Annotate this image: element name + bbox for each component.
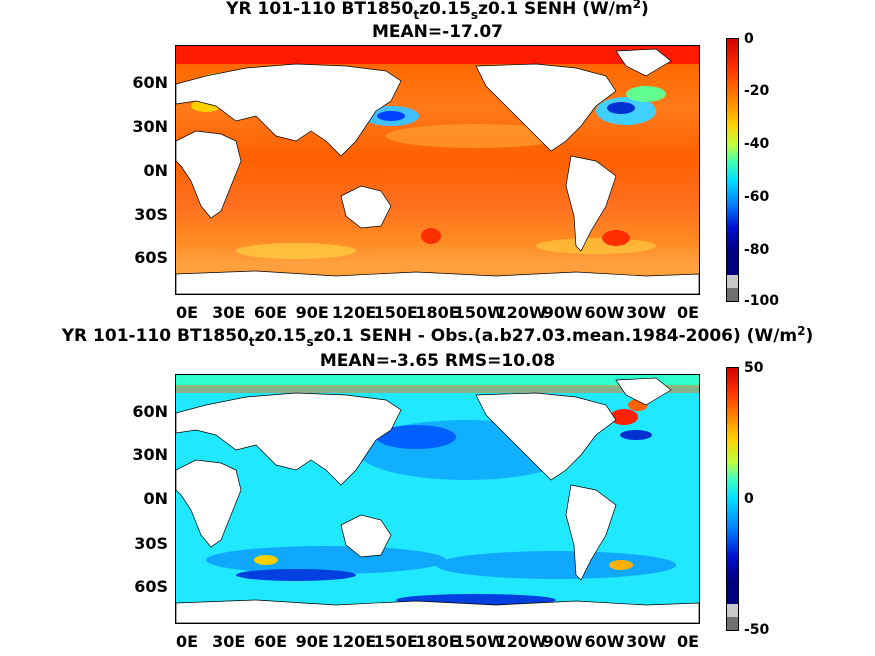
panel2-map xyxy=(175,374,700,624)
panel2-title: YR 101-110 BT1850tz0.15sz0.1 SENH - Obs.… xyxy=(0,321,875,352)
panel1-title-sub: s xyxy=(470,8,479,22)
panel1-lat-label: 60S xyxy=(134,248,168,267)
panel2-lat-label: 0N xyxy=(143,489,168,508)
panel2-lon-label: 30E xyxy=(212,632,246,651)
panel1-lon-label: 30E xyxy=(212,303,246,322)
panel2-colorbar-tick: -50 xyxy=(744,622,770,638)
panel2-colorbar-tick: 0 xyxy=(744,491,754,507)
panel1-colorbar-tick: -80 xyxy=(744,242,770,258)
panel2-lon-label: 180E xyxy=(415,632,460,651)
panel1-lon-label: 120E xyxy=(331,303,377,322)
panel1-title-text: ) xyxy=(641,0,649,19)
panel1-title-text: YR 101-110 BT1850 xyxy=(226,0,414,19)
panel1-map xyxy=(175,45,700,295)
panel2-lon-label: 0E xyxy=(175,632,199,651)
panel1-title-sub: t xyxy=(413,8,420,22)
panel1-colorbar-tick: -100 xyxy=(744,293,780,309)
panel1-colorbar-tick: -40 xyxy=(744,136,770,152)
panel2-title-sup: 2 xyxy=(797,324,806,338)
panel1-lon-label: 0E xyxy=(175,303,199,322)
panel2-title-sub: t xyxy=(248,335,255,349)
panel2-lon-label: 150E xyxy=(373,632,418,651)
panel2-lon-label: 90E xyxy=(295,632,329,651)
panel1-lat-label: 0N xyxy=(143,161,168,180)
panel1-lon-label: 90W xyxy=(542,303,583,322)
panel2-lon-label: 150W xyxy=(453,632,505,651)
panel1-lon-label: 60W xyxy=(584,303,625,322)
panel2-lon-label: 30W xyxy=(626,632,667,651)
panel1-lon-label: 0E xyxy=(676,303,700,322)
panel2-title-text: z0.15 xyxy=(254,326,307,346)
panel2-lon-label: 90W xyxy=(542,632,583,651)
panel2-lon-label: 120W xyxy=(495,632,547,651)
panel2-lon-label: 120E xyxy=(331,632,377,651)
panel2-lon-label: 60E xyxy=(253,632,288,651)
panel1-lon-label: 150E xyxy=(373,303,418,322)
panel2-lat-label: 60S xyxy=(134,577,168,596)
panel2-title-sub: s xyxy=(306,335,314,349)
panel2-lat-label: 60N xyxy=(132,402,168,421)
panel1-subtitle: MEAN=-17.07 xyxy=(372,22,503,42)
panel1-lon-label: 180E xyxy=(415,303,460,322)
panel2-subtitle: MEAN=-3.65 RMS=10.08 xyxy=(319,351,556,371)
panel1-lat-label: 30N xyxy=(132,117,168,136)
panel2-lon-label: 60W xyxy=(584,632,625,651)
panel2-title-text: YR 101-110 BT1850 xyxy=(61,326,249,346)
panel1-lat-label: 60N xyxy=(132,73,168,92)
panel1-lat-label: 30S xyxy=(134,205,168,224)
panel2-land xyxy=(176,377,699,623)
panel2-colorbar-tick: 50 xyxy=(744,360,764,376)
panel1-title-sup: 2 xyxy=(632,0,642,11)
panel1-colorbar-tick: -20 xyxy=(744,83,770,99)
panel2-lat-label: 30N xyxy=(132,445,168,464)
panel1-colorbar xyxy=(726,38,739,302)
panel1-title: YR 101-110 BT1850tz0.15sz0.1 SENH (W/m2) xyxy=(0,0,875,25)
panel2-colorbar xyxy=(726,367,739,631)
panel2-lat-label: 30S xyxy=(134,534,168,553)
panel1-title-text: z0.15 xyxy=(419,0,471,19)
panel1-lon-label: 120W xyxy=(495,303,547,322)
panel1-title-text: z0.1 SENH (W/m xyxy=(478,0,633,19)
panel2-lon-label: 0E xyxy=(676,632,700,651)
panel1-lon-label: 150W xyxy=(453,303,505,322)
panel1-colorbar-tick: -60 xyxy=(744,189,770,205)
panel2-title-text: ) xyxy=(805,326,814,346)
panel1-lon-label: 30W xyxy=(626,303,667,322)
panel1-lon-label: 60E xyxy=(253,303,288,322)
panel1-colorbar-tick: 0 xyxy=(744,31,754,47)
panel1-land xyxy=(176,48,699,294)
panel1-lon-label: 90E xyxy=(295,303,329,322)
panel2-title-text: z0.1 SENH - Obs.(a.b27.03.mean.1984-2006… xyxy=(313,326,798,346)
